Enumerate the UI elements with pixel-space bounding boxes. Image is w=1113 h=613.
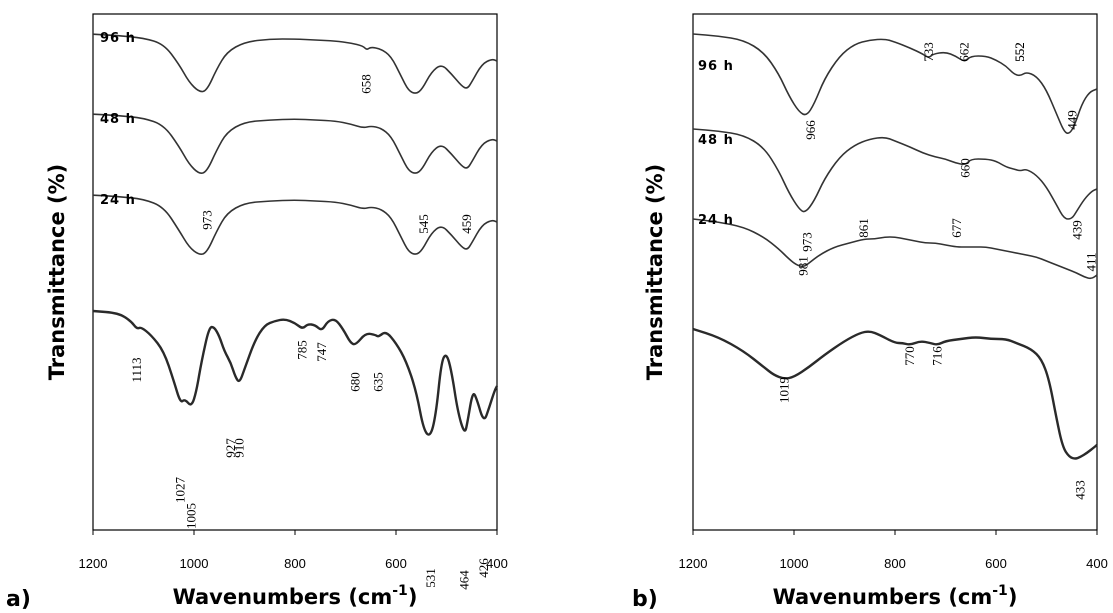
peak-label: 733 <box>921 42 936 62</box>
peak-label: 426 <box>476 558 491 578</box>
peak-label: 662 <box>957 42 972 62</box>
spectrum-line-reference <box>692 327 1098 460</box>
x-tick-label: 800 <box>284 556 306 571</box>
x-tick-label: 600 <box>985 556 1007 571</box>
peak-label: 459 <box>459 214 474 234</box>
peak-label: 433 <box>1072 480 1087 500</box>
panel-b-x-ticks: 1200 1000 800 600 400 <box>679 530 1108 571</box>
peak-label: 449 <box>1064 110 1079 130</box>
x-tick-label: 1000 <box>780 556 809 571</box>
peak-label: 531 <box>423 568 438 588</box>
spectrum-line-reference <box>92 309 499 436</box>
series-label: 48 h <box>698 133 734 148</box>
panel-a-x-ticks: 1200 1000 800 600 400 <box>79 530 508 571</box>
panel-b-spectra <box>692 33 1098 460</box>
peak-label: 716 <box>929 346 944 366</box>
x-tick-label: 1000 <box>180 556 209 571</box>
panel-a-plot-frame <box>92 13 498 531</box>
peak-label: 464 <box>457 570 472 590</box>
x-tick-label: 1200 <box>679 556 708 571</box>
peak-label: 1113 <box>129 357 144 382</box>
spectrum-line-96h <box>92 33 498 94</box>
series-label: 24 h <box>698 213 734 228</box>
peak-label: 770 <box>902 346 917 366</box>
peak-label: 1005 <box>184 503 199 529</box>
peak-label: 966 <box>803 120 818 140</box>
peak-label: 747 <box>314 342 329 362</box>
peak-label: 973 <box>200 210 215 230</box>
peak-label: 680 <box>348 372 363 392</box>
peak-label: 411 <box>1083 252 1098 271</box>
series-label: 96 h <box>100 31 136 46</box>
spectrum-line-24h <box>692 218 1098 280</box>
spectrum-line-96h <box>692 33 1098 134</box>
spectrum-line-48h <box>692 128 1098 220</box>
peak-label: 658 <box>359 74 374 94</box>
peak-label: 861 <box>856 218 871 238</box>
panel-a-chart: Transmittance (%) Wavenumbers (cm-1) a) … <box>6 13 508 612</box>
peak-label: 1019 <box>776 377 791 403</box>
panel-b-label: b) <box>632 587 658 612</box>
peak-label: 439 <box>1069 220 1084 240</box>
x-tick-label: 400 <box>486 556 508 571</box>
series-label: 96 h <box>698 59 734 74</box>
panel-b-x-axis-title: Wavenumbers (cm-1) <box>773 583 1018 609</box>
peak-label: 1027 <box>172 477 187 504</box>
x-tick-label: 600 <box>385 556 407 571</box>
panel-a-spectra <box>92 33 499 436</box>
peak-label: 981 <box>796 256 811 276</box>
series-label: 24 h <box>100 193 136 208</box>
peak-label: 552 <box>1012 42 1027 62</box>
peak-label: 545 <box>416 214 431 234</box>
panel-b-plot-frame <box>692 13 1098 531</box>
peak-label: 785 <box>295 340 310 360</box>
spectrum-line-24h <box>92 194 498 255</box>
peak-label: 677 <box>949 218 964 238</box>
panel-a-y-axis-title: Transmittance (%) <box>45 164 69 381</box>
peak-label: 635 <box>370 372 385 392</box>
series-label: 48 h <box>100 112 136 127</box>
peak-label: 910 <box>231 438 246 458</box>
x-tick-label: 400 <box>1086 556 1108 571</box>
peak-label: 552 <box>1012 42 1027 62</box>
panel-a-label: a) <box>6 587 31 612</box>
panel-b-y-axis-title: Transmittance (%) <box>643 164 667 381</box>
x-tick-label: 1200 <box>79 556 108 571</box>
peak-label: 660 <box>958 158 973 178</box>
panel-b-chart: Transmittance (%) Wavenumbers (cm-1) b) … <box>632 13 1108 612</box>
peak-label: 927 <box>223 438 238 458</box>
panel-a-x-axis-title: Wavenumbers (cm-1) <box>173 583 418 609</box>
peak-label: 973 <box>800 232 815 252</box>
spectrum-line-48h <box>92 113 498 174</box>
x-tick-label: 800 <box>884 556 906 571</box>
